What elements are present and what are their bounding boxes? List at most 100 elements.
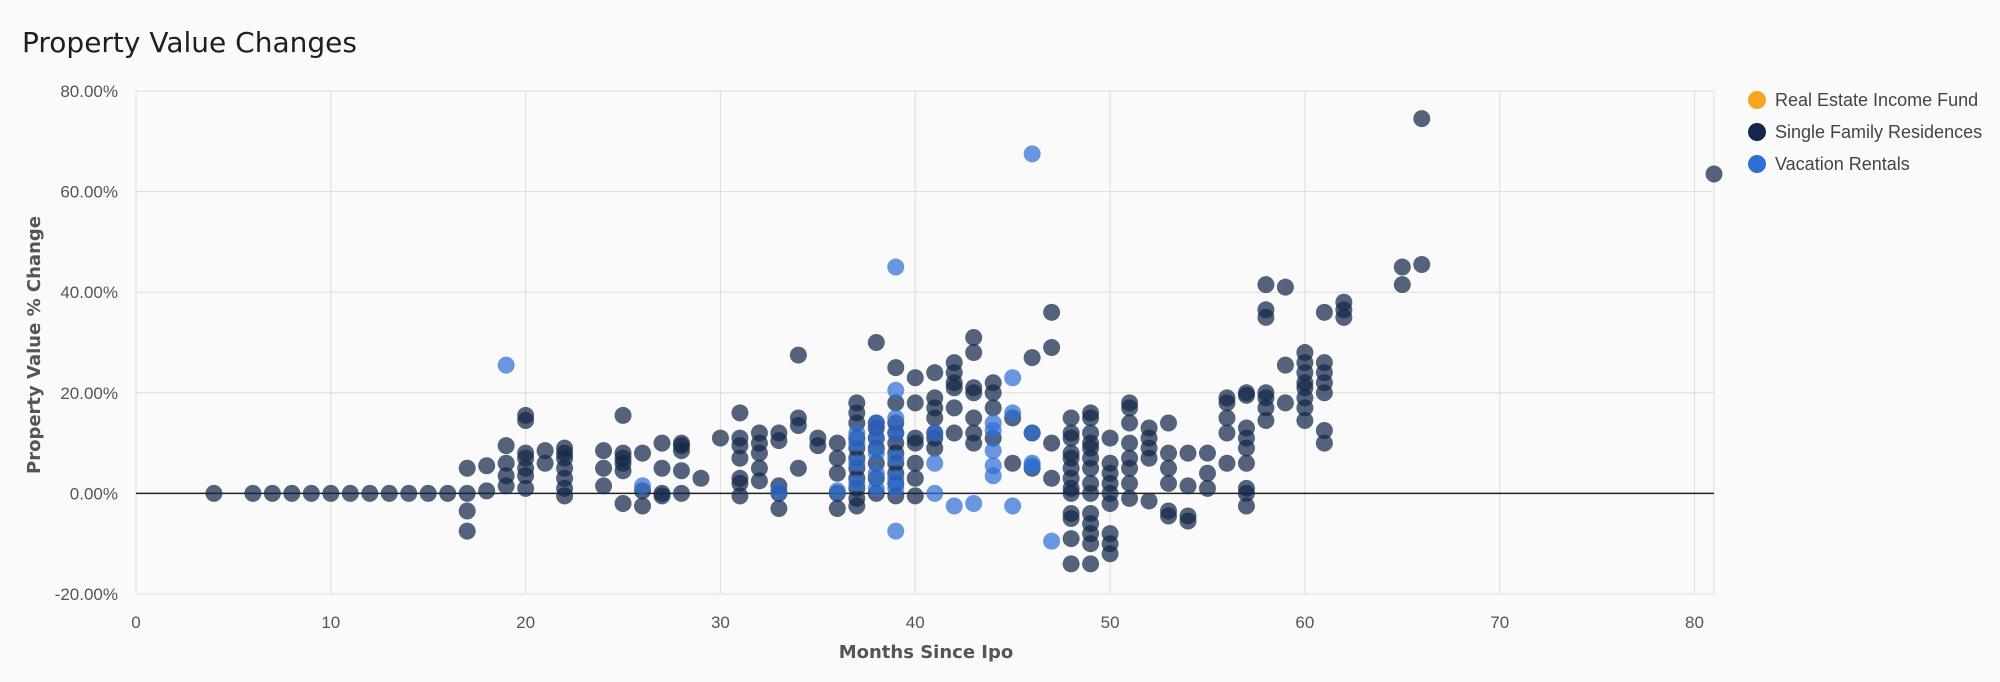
- data-point[interactable]: [965, 409, 983, 427]
- data-point[interactable]: [400, 484, 418, 502]
- data-point[interactable]: [1296, 344, 1314, 362]
- data-point[interactable]: [1315, 422, 1333, 440]
- data-point[interactable]: [906, 487, 924, 505]
- data-point[interactable]: [341, 484, 359, 502]
- data-point[interactable]: [1257, 384, 1275, 402]
- data-point[interactable]: [1121, 414, 1139, 432]
- data-point[interactable]: [361, 484, 379, 502]
- data-point[interactable]: [1140, 419, 1158, 437]
- data-point[interactable]: [1237, 454, 1255, 472]
- data-point[interactable]: [945, 497, 963, 515]
- data-point[interactable]: [809, 429, 827, 447]
- legend-item[interactable]: Real Estate Income Fund: [1748, 84, 1982, 116]
- data-point[interactable]: [926, 389, 944, 407]
- data-point[interactable]: [1237, 384, 1255, 402]
- data-point[interactable]: [750, 472, 768, 490]
- data-point[interactable]: [1023, 349, 1041, 367]
- data-point[interactable]: [1276, 356, 1294, 374]
- data-point[interactable]: [984, 414, 1002, 432]
- data-point[interactable]: [770, 499, 788, 517]
- data-point[interactable]: [731, 429, 749, 447]
- data-point[interactable]: [789, 346, 807, 364]
- data-point[interactable]: [1082, 505, 1100, 523]
- data-point[interactable]: [1218, 409, 1236, 427]
- data-point[interactable]: [653, 484, 671, 502]
- data-point[interactable]: [965, 494, 983, 512]
- data-point[interactable]: [1121, 434, 1139, 452]
- data-point[interactable]: [926, 424, 944, 442]
- data-point[interactable]: [1315, 303, 1333, 321]
- data-point[interactable]: [789, 409, 807, 427]
- data-point[interactable]: [458, 502, 476, 520]
- data-point[interactable]: [1062, 444, 1080, 462]
- data-point[interactable]: [1101, 525, 1119, 543]
- data-point[interactable]: [1004, 404, 1022, 422]
- legend-item[interactable]: Single Family Residences: [1748, 116, 1982, 148]
- data-point[interactable]: [848, 394, 866, 412]
- data-point[interactable]: [458, 459, 476, 477]
- data-point[interactable]: [263, 484, 281, 502]
- data-point[interactable]: [731, 449, 749, 467]
- data-point[interactable]: [419, 484, 437, 502]
- data-point[interactable]: [1198, 464, 1216, 482]
- data-point[interactable]: [867, 464, 885, 482]
- data-point[interactable]: [1335, 293, 1353, 311]
- data-point[interactable]: [458, 522, 476, 540]
- data-point[interactable]: [887, 522, 905, 540]
- data-point[interactable]: [1160, 459, 1178, 477]
- data-point[interactable]: [945, 399, 963, 417]
- data-point[interactable]: [1062, 424, 1080, 442]
- data-point[interactable]: [1198, 479, 1216, 497]
- data-point[interactable]: [848, 454, 866, 472]
- data-point[interactable]: [380, 484, 398, 502]
- data-point[interactable]: [517, 406, 535, 424]
- data-point[interactable]: [1218, 424, 1236, 442]
- data-point[interactable]: [595, 477, 613, 495]
- data-point[interactable]: [1237, 419, 1255, 437]
- data-point[interactable]: [634, 444, 652, 462]
- data-point[interactable]: [828, 464, 846, 482]
- data-point[interactable]: [1315, 434, 1333, 452]
- data-point[interactable]: [634, 497, 652, 515]
- data-point[interactable]: [731, 404, 749, 422]
- data-point[interactable]: [536, 454, 554, 472]
- data-point[interactable]: [478, 482, 496, 500]
- data-point[interactable]: [614, 406, 632, 424]
- data-point[interactable]: [1062, 555, 1080, 573]
- data-point[interactable]: [653, 459, 671, 477]
- data-point[interactable]: [887, 449, 905, 467]
- data-point[interactable]: [1043, 532, 1061, 550]
- data-point[interactable]: [1198, 444, 1216, 462]
- data-point[interactable]: [1023, 454, 1041, 472]
- data-point[interactable]: [1705, 165, 1723, 183]
- data-point[interactable]: [1160, 502, 1178, 520]
- data-point[interactable]: [205, 484, 223, 502]
- data-point[interactable]: [867, 414, 885, 432]
- data-point[interactable]: [887, 409, 905, 427]
- data-point[interactable]: [926, 454, 944, 472]
- data-point[interactable]: [322, 484, 340, 502]
- data-point[interactable]: [828, 434, 846, 452]
- data-point[interactable]: [867, 444, 885, 462]
- data-point[interactable]: [789, 459, 807, 477]
- data-point[interactable]: [1160, 414, 1178, 432]
- data-point[interactable]: [750, 424, 768, 442]
- data-point[interactable]: [497, 437, 515, 455]
- data-point[interactable]: [634, 477, 652, 495]
- data-point[interactable]: [1393, 276, 1411, 294]
- data-point[interactable]: [1121, 489, 1139, 507]
- data-point[interactable]: [244, 484, 262, 502]
- data-point[interactable]: [439, 484, 457, 502]
- data-point[interactable]: [867, 334, 885, 351]
- data-point[interactable]: [965, 424, 983, 442]
- data-point[interactable]: [1043, 469, 1061, 487]
- data-point[interactable]: [1062, 505, 1080, 523]
- data-point[interactable]: [848, 474, 866, 492]
- data-point[interactable]: [1004, 369, 1022, 387]
- data-point[interactable]: [750, 459, 768, 477]
- data-point[interactable]: [1160, 444, 1178, 462]
- data-point[interactable]: [1179, 477, 1197, 495]
- data-point[interactable]: [497, 356, 515, 374]
- data-point[interactable]: [770, 424, 788, 442]
- data-point[interactable]: [1393, 258, 1411, 276]
